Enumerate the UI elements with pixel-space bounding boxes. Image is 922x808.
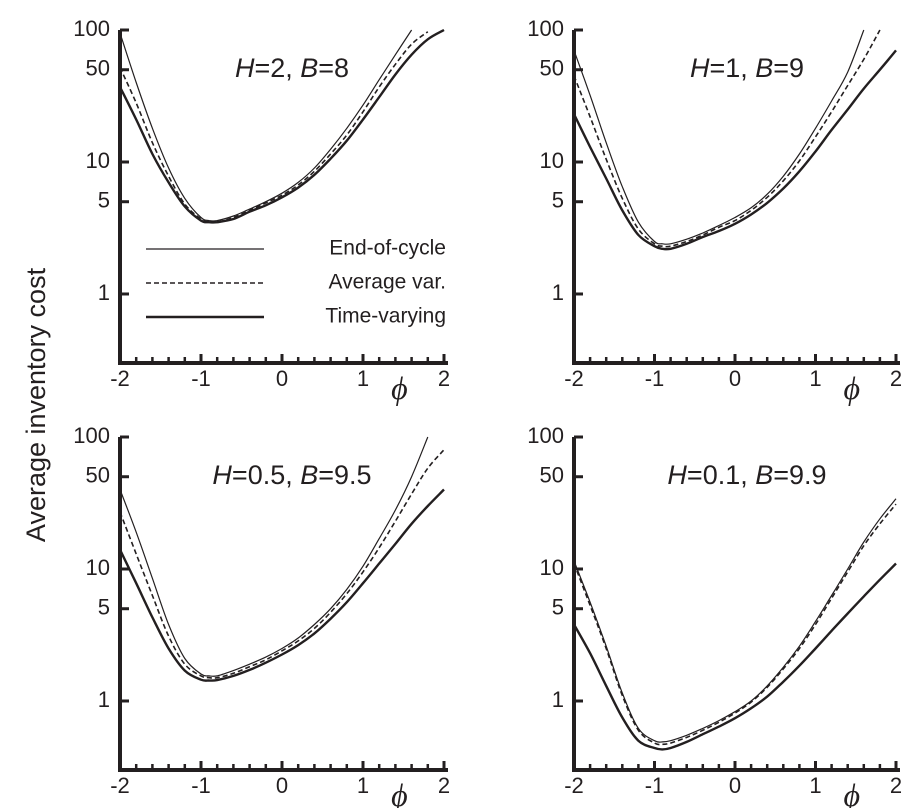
panel-1: 1 5 10 50 100 -2 -1 0 1 2 ϕ H=2, B=8 — [73, 16, 450, 406]
x-tick-label: 0 — [729, 366, 741, 391]
x-axis-symbol: ϕ — [391, 370, 408, 406]
x-tick-label: 2 — [890, 773, 902, 798]
x-tick-label: -2 — [564, 773, 584, 798]
x-tick-label: 1 — [809, 366, 821, 391]
panel-title-part: H — [235, 53, 255, 83]
x-tick-label: 2 — [890, 366, 902, 391]
panel-title: H=1, B=9 — [690, 53, 804, 83]
panel-2: 1 5 10 50 100 -2 -1 0 1 2 ϕ H=1, B=9 — [527, 16, 902, 406]
y-tick-label: 100 — [527, 16, 564, 41]
x-axis-symbol: ϕ — [843, 370, 860, 406]
y-tick-label: 50 — [540, 56, 564, 81]
panel-title: H=0.5, B=9.5 — [212, 460, 371, 490]
panel-title-part: H — [667, 460, 687, 490]
series-thick-solid-line — [574, 49, 897, 251]
x-tick-label: 0 — [276, 366, 288, 391]
y-axis-label: Average inventory cost — [21, 267, 51, 542]
panel-title-part: =0.5, — [232, 460, 300, 490]
y-tick-label: 1 — [98, 687, 110, 712]
series-thin-solid-line — [120, 436, 429, 677]
series-dashed-line — [574, 503, 897, 746]
panel-title-part: =9.5 — [318, 460, 371, 490]
y-tick-label: 100 — [73, 423, 110, 448]
legend-label: Time-varying — [325, 305, 446, 328]
series-group — [574, 498, 897, 751]
series-group — [574, 29, 897, 251]
x-tick-label: 1 — [357, 366, 369, 391]
x-tick-label: -2 — [564, 366, 584, 391]
y-tick-label: 5 — [98, 188, 110, 213]
panel-title-part: B — [755, 460, 773, 490]
series-thin-solid-line — [574, 498, 897, 743]
panel-title-part: B — [755, 53, 773, 83]
series-thick-solid-line — [574, 562, 897, 751]
panel-title-part: B — [300, 53, 318, 83]
panel-title: H=2, B=8 — [235, 53, 349, 83]
panel-title-part: =2, — [254, 53, 300, 83]
legend-label: Average var. — [328, 271, 446, 294]
y-tick-label: 50 — [86, 56, 110, 81]
y-tick-label: 10 — [540, 148, 564, 173]
legend: End-of-cycle Average var. Time-varying — [146, 237, 446, 328]
legend-label: End-of-cycle — [329, 237, 446, 260]
panel-title-part: =1, — [709, 53, 755, 83]
x-tick-label: -2 — [110, 366, 130, 391]
series-group — [120, 28, 445, 224]
x-tick-label: -1 — [191, 773, 211, 798]
y-tick-label: 50 — [86, 463, 110, 488]
y-tick-label: 10 — [86, 555, 110, 580]
panel-title-part: H — [212, 460, 232, 490]
y-tick-label: 5 — [98, 595, 110, 620]
series-thick-solid-line — [120, 28, 445, 224]
panel-title-part: =9 — [773, 53, 804, 83]
panel-title-part: =8 — [318, 53, 349, 83]
series-thin-solid-line — [120, 29, 413, 222]
y-tick-label: 100 — [73, 16, 110, 41]
x-tick-label: -1 — [191, 366, 211, 391]
series-thin-solid-line — [574, 29, 865, 245]
x-tick-label: 1 — [357, 773, 369, 798]
y-tick-label: 1 — [552, 280, 564, 305]
panel-title-part: H — [690, 53, 710, 83]
panel-4: 1 5 10 50 100 -2 -1 0 1 2 ϕ H=0.1, B=9.9 — [527, 423, 902, 808]
x-axis-symbol: ϕ — [391, 777, 408, 808]
y-tick-label: 10 — [86, 148, 110, 173]
y-tick-label: 5 — [552, 188, 564, 213]
x-axis-symbol: ϕ — [843, 777, 860, 808]
x-tick-label: -2 — [110, 773, 130, 798]
series-group — [120, 436, 445, 682]
x-tick-label: 1 — [809, 773, 821, 798]
y-tick-label: 100 — [527, 423, 564, 448]
panel-title: H=0.1, B=9.9 — [667, 460, 826, 490]
y-tick-label: 1 — [552, 687, 564, 712]
x-tick-label: -1 — [645, 773, 665, 798]
y-tick-label: 1 — [98, 280, 110, 305]
series-thick-solid-line — [120, 488, 445, 682]
panel-title-part: =9.9 — [773, 460, 826, 490]
series-dashed-line — [120, 31, 429, 224]
y-tick-label: 5 — [552, 595, 564, 620]
x-tick-label: 0 — [276, 773, 288, 798]
x-tick-label: 0 — [729, 773, 741, 798]
series-dashed-line — [574, 29, 881, 248]
x-tick-label: 2 — [438, 366, 450, 391]
x-tick-label: -1 — [645, 366, 665, 391]
y-tick-label: 10 — [540, 555, 564, 580]
y-tick-label: 50 — [540, 463, 564, 488]
panel-3: 1 5 10 50 100 -2 -1 0 1 2 ϕ H=0.5, B=9.5 — [73, 423, 450, 808]
x-tick-label: 2 — [438, 773, 450, 798]
panel-title-part: B — [300, 460, 318, 490]
panel-title-part: =0.1, — [687, 460, 755, 490]
